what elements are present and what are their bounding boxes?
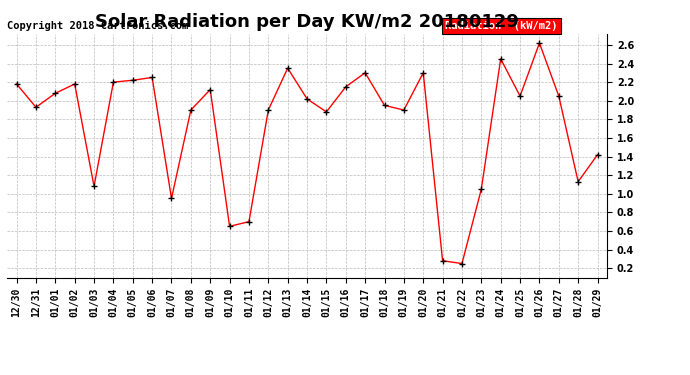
Title: Solar Radiation per Day KW/m2 20180129: Solar Radiation per Day KW/m2 20180129 [95,13,519,31]
Text: Radiation  (kW/m2): Radiation (kW/m2) [445,21,558,32]
Text: Copyright 2018 Cartronics.com: Copyright 2018 Cartronics.com [7,21,188,32]
